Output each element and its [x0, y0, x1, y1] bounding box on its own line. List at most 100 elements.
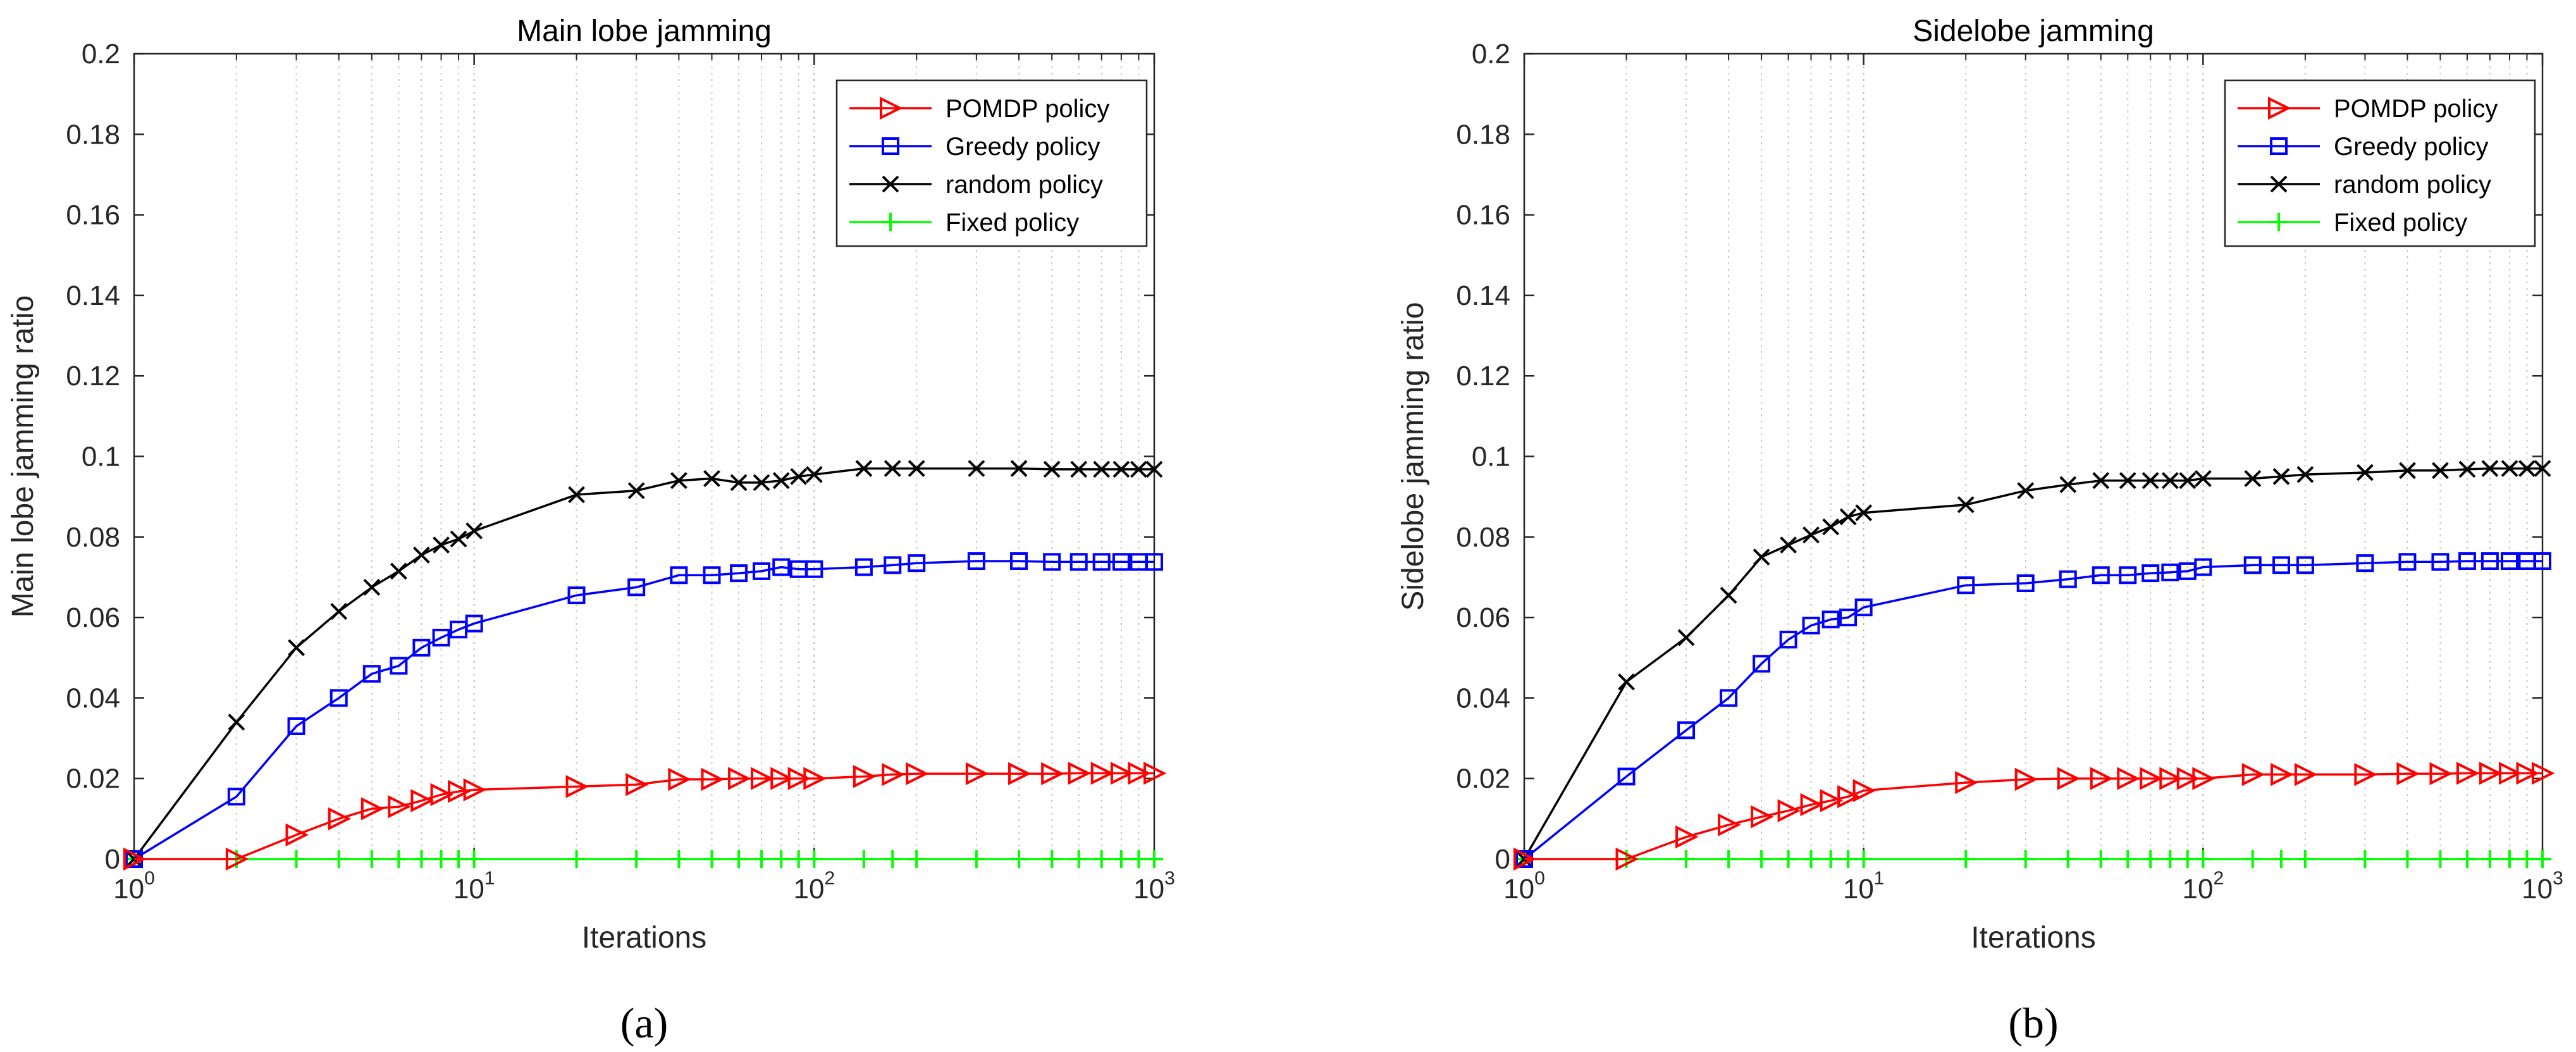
series-line [133, 467, 1154, 860]
data-point [2396, 762, 2420, 786]
data-point [412, 638, 431, 657]
data-point [448, 779, 471, 803]
legend-label: Greedy policy [946, 133, 1100, 161]
data-point [2431, 850, 2450, 868]
data-point [2017, 482, 2035, 500]
data-point [1720, 586, 1737, 604]
data-point [772, 558, 791, 576]
data-point [2241, 763, 2265, 786]
data-point [2534, 552, 2551, 570]
data-point [1821, 610, 1840, 629]
y-tick-label: 0.02 [66, 764, 120, 795]
data-point [2271, 763, 2294, 786]
panel-a: 0 0.02 0.04 0.06 0.08 0.1 0.12 0.14 0.16 0.18 0.2 1… [6, 15, 1175, 1047]
data-point [2296, 466, 2314, 483]
series-fixed-policy [1515, 850, 2551, 868]
data-point [432, 850, 450, 868]
data-point [1010, 552, 1028, 570]
data-point [1837, 785, 1861, 808]
data-point [2356, 464, 2374, 481]
data-point [2458, 850, 2476, 868]
data-point [2057, 767, 2081, 790]
data-point [1822, 518, 1840, 536]
data-point [363, 578, 381, 596]
data-point [2516, 762, 2539, 785]
legend-item: random policy [2238, 171, 2491, 199]
data-point [1955, 770, 1978, 795]
data-point [703, 850, 721, 868]
data-point [2272, 467, 2290, 485]
y-tick-label: 0.06 [1456, 602, 1510, 633]
legend-item: random policy [849, 171, 1103, 199]
data-point [728, 767, 751, 790]
data-point [968, 460, 985, 478]
data-point [328, 807, 352, 831]
data-point [1855, 504, 1873, 522]
data-point [433, 536, 450, 554]
data-point [390, 562, 407, 580]
data-point [1041, 762, 1064, 786]
data-point [2356, 850, 2374, 868]
data-point [1802, 616, 1820, 634]
data-point [1617, 767, 1636, 786]
data-point [884, 460, 901, 478]
data-point [730, 564, 748, 583]
data-point [410, 789, 434, 812]
x-tick-label: 103 [1133, 868, 1175, 905]
data-point [362, 665, 381, 683]
data-point [854, 850, 873, 868]
legend-marker [882, 137, 899, 155]
data-point [2458, 461, 2476, 478]
data-point [2161, 563, 2179, 581]
legend-label: random policy [2334, 171, 2491, 199]
data-point [2194, 850, 2212, 868]
data-point [1130, 850, 1148, 868]
data-point [1780, 536, 1797, 554]
data-point [2117, 767, 2140, 790]
panel-label: (b) [2008, 999, 2058, 1047]
data-point [2119, 850, 2137, 868]
data-point [330, 850, 348, 868]
legend-marker [2270, 213, 2288, 231]
data-point [1839, 850, 1858, 868]
legend: POMDP policy Greedy policy random policy Fi… [835, 79, 1148, 247]
legend-marker [882, 213, 899, 231]
data-point [1852, 779, 1877, 803]
legend-label: POMDP policy [2334, 95, 2498, 123]
data-point [2296, 850, 2314, 868]
data-point [567, 850, 586, 868]
data-point [228, 714, 245, 731]
data-point [855, 460, 873, 478]
data-point [703, 566, 721, 585]
data-point [1777, 799, 1801, 822]
data-point [1092, 553, 1111, 571]
data-point [287, 850, 305, 868]
data-point [1957, 496, 1975, 514]
data-point [1753, 655, 1771, 673]
data-point [1068, 762, 1092, 785]
data-point [465, 614, 483, 633]
y-tick-label: 0.18 [1456, 119, 1510, 150]
data-point [2500, 850, 2518, 868]
data-point [2498, 762, 2522, 785]
data-point [1130, 461, 1147, 478]
y-tick-label: 0.08 [1456, 522, 1510, 553]
data-point [123, 847, 147, 871]
data-point [1093, 461, 1111, 478]
legend-item: POMDP policy [2238, 95, 2498, 123]
y-axis-label: Main lobe jamming ratio [6, 295, 40, 618]
y-tick-label: 0 [1495, 844, 1510, 875]
data-point [1753, 850, 1771, 868]
data-point [2176, 767, 2200, 790]
data-point [1069, 850, 1088, 868]
data-point [2432, 462, 2449, 480]
y-tick-label: 0.08 [66, 522, 120, 553]
data-point [1720, 850, 1738, 868]
data-point [2059, 850, 2077, 868]
data-point [1779, 631, 1797, 649]
x-tick-label: 102 [2183, 868, 2224, 905]
data-point [450, 530, 467, 548]
data-point [2398, 553, 2417, 571]
data-point [2296, 556, 2314, 574]
